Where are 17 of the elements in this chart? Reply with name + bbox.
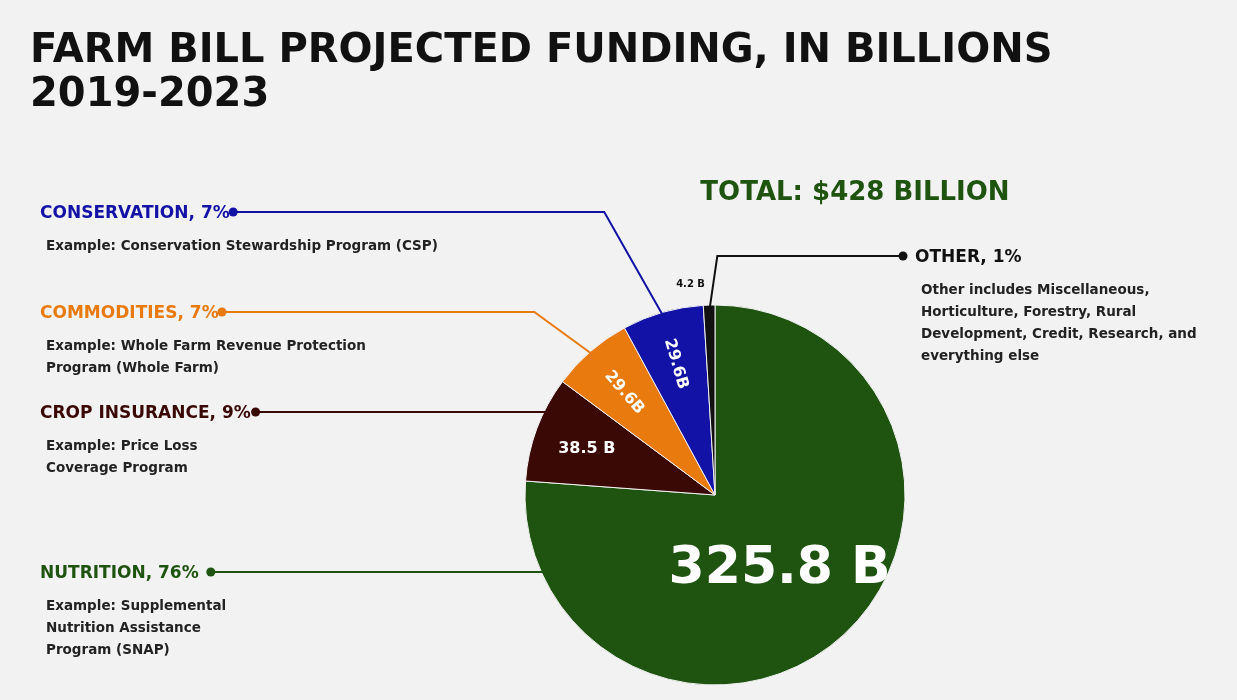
text: Other includes Miscellaneous, Horticulture, Forestry, Rural Development, Credit, Research, and everything else bbox=[921, 281, 1197, 363]
text: Example: Price Loss Coverage Program bbox=[46, 437, 198, 475]
legend-label: CONSERVATION, 7% bbox=[40, 202, 230, 222]
legend-label: COMMODITIES, 7% bbox=[40, 302, 219, 322]
legend-label: CROP INSURANCE, 9% bbox=[40, 402, 251, 422]
text: TOTAL: $428 BILLION bbox=[700, 176, 1010, 206]
chart-subtitle: 2019-2023 bbox=[30, 69, 270, 115]
data-label: 29.6B bbox=[660, 336, 694, 391]
data-label: 4.2 B bbox=[676, 278, 705, 290]
data-label: 325.8 B bbox=[668, 534, 891, 595]
legend-label: NUTRITION, 76% bbox=[40, 562, 199, 582]
chart-title: FARM BILL PROJECTED FUNDING, IN BILLIONS bbox=[30, 25, 1053, 71]
data-label: 38.5 B bbox=[558, 437, 616, 457]
slice-label: OTHER, 1% bbox=[915, 246, 1022, 266]
text: Example: Conservation Stewardship Program (CSP) bbox=[46, 237, 438, 253]
text: Example: Supplemental Nutrition Assistance Program (SNAP) bbox=[46, 597, 227, 657]
text: Example: Whole Farm Revenue Protection Program (Whole Farm) bbox=[46, 337, 366, 375]
